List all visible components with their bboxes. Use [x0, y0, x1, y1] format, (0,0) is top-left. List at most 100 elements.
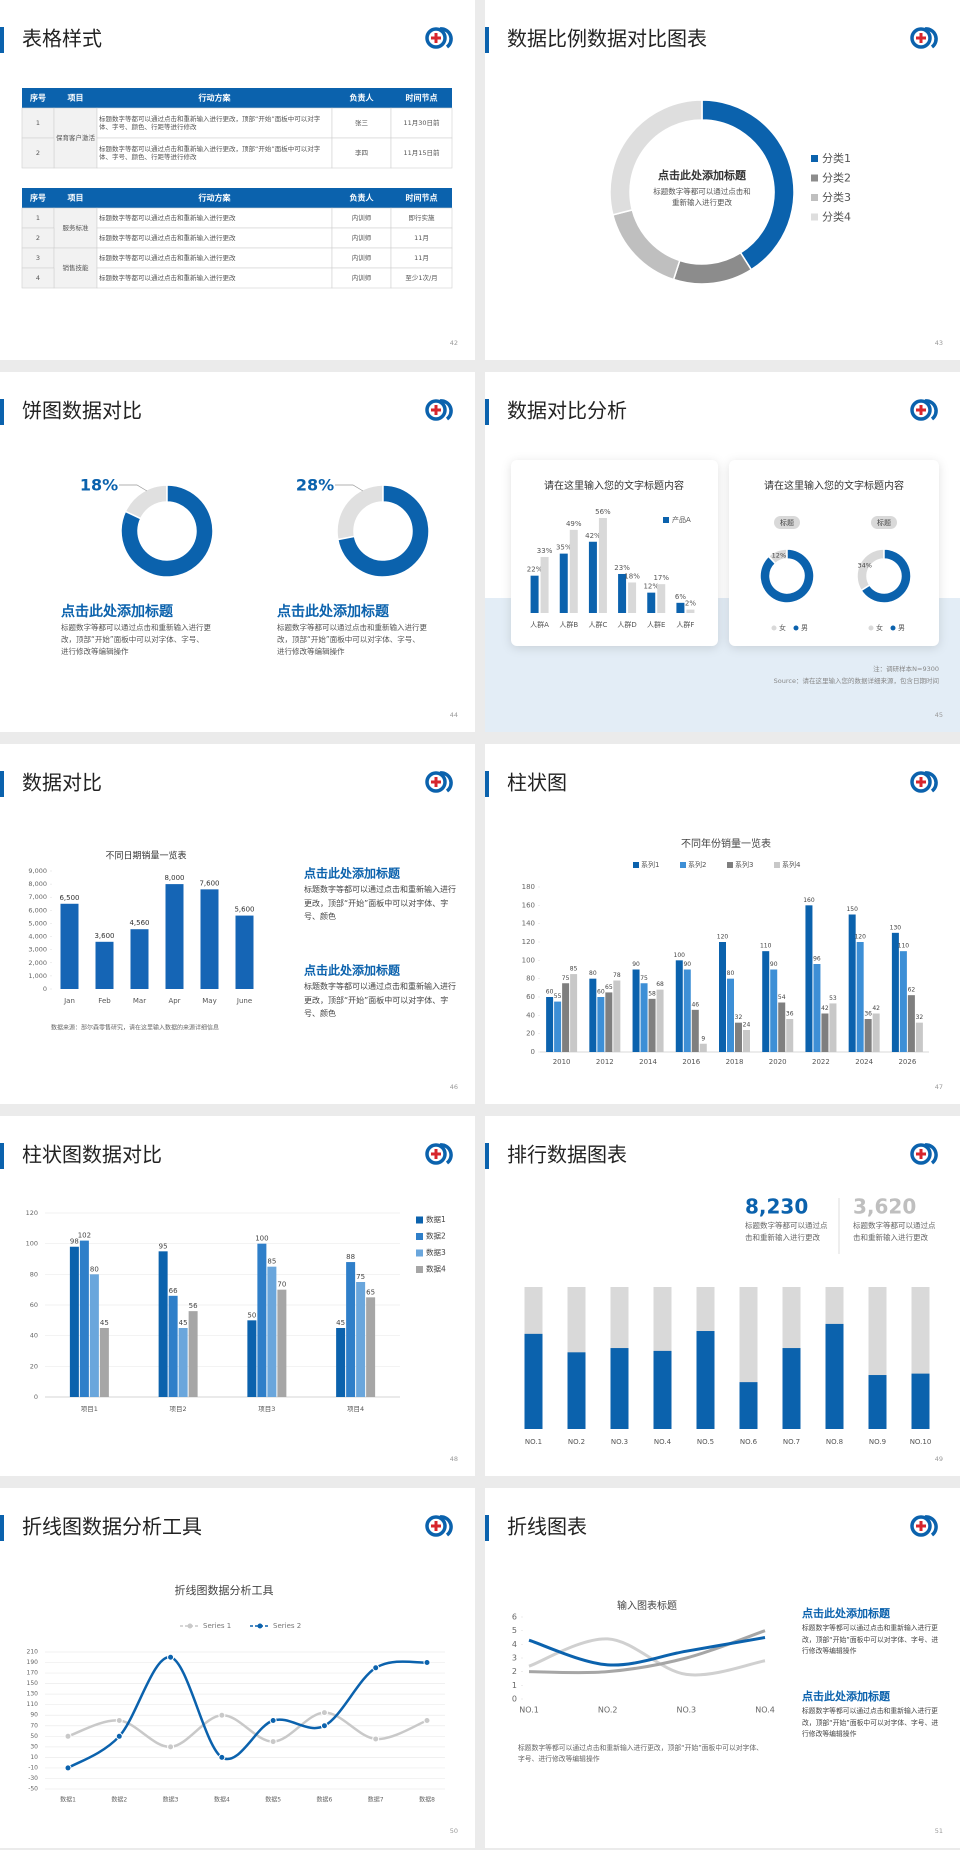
table-cell-text: 标题数字等都可以通过点击和重新输入进行更改，顶部“开始”面板中可以对字体、字号、… [99, 144, 321, 161]
value-label: 4,560 [129, 919, 149, 927]
block-text-box: 标题数字等都可以通过点击和重新输入进行更改，顶部“开始”面板中可以对字体、字号、… [802, 1707, 939, 1739]
table-cell-text-box: 标题数字等都可以通过点击和重新输入进行更改 [99, 234, 236, 242]
value-label: 95 [159, 1242, 168, 1250]
slide-title: 表格样式 [22, 27, 102, 51]
legend-label: 数据2 [426, 1231, 446, 1241]
value-label: 36 [864, 1011, 872, 1018]
value-label: 12% [643, 583, 659, 591]
x-tick-label: NO.5 [697, 1438, 714, 1446]
y-tick-label: -10 [28, 1764, 38, 1771]
table-cell-text-box: 即行实施 [409, 214, 435, 222]
value-label: 110 [898, 943, 910, 950]
bar [165, 884, 184, 989]
legend-label: 分类1 [822, 151, 851, 165]
logo-cross [916, 777, 926, 787]
table-cell-text: 内训师 [351, 213, 372, 222]
bar [911, 1373, 930, 1429]
table-cell-text-box: 内训师 [352, 274, 372, 282]
x-tick-label: 数据7 [368, 1796, 384, 1804]
legend-label: 分类3 [822, 190, 851, 204]
value-label: 160 [803, 897, 815, 904]
value-label: 9 [701, 1035, 705, 1042]
source: 数据来源：部尔森零售研究，请在这里输入数据的来源详细信息 [51, 1024, 219, 1032]
bar [69, 1246, 79, 1397]
stat-text-box: 标题数字等都可以通过点击和重新输入进行更改 [745, 1221, 828, 1242]
y-tick-label: 9,000 [28, 867, 47, 875]
legend-label: 系列2 [688, 860, 706, 869]
legend-swatch [416, 1266, 423, 1273]
bar [743, 1030, 750, 1052]
y-tick-label: 60 [526, 993, 535, 1001]
logo-tail [439, 771, 453, 793]
value-label: 62 [908, 987, 916, 994]
value-label: 65 [366, 1288, 375, 1296]
donut-text-box: 标题数字等都可以通过点击和重新输入进行更改，顶部“开始”面板中可以对字体、字号、… [277, 623, 427, 656]
y-tick-label: 90 [30, 1712, 38, 1719]
value-label: 45 [179, 1319, 188, 1327]
table-cell-text: 1 [35, 118, 41, 127]
value-label: 23% [614, 564, 630, 572]
legend-swatch [811, 194, 818, 201]
chart-title: 不同日期销量一览表 [105, 850, 186, 862]
x-tick-label: NO.3 [677, 1706, 697, 1715]
y-tick-label: 2,000 [28, 959, 47, 967]
x-tick-label: Jan [63, 997, 75, 1005]
leader-line [335, 484, 364, 492]
legend-label: 系列3 [735, 860, 753, 869]
line-series [528, 1636, 766, 1667]
donut-text: 标题数字等都可以通过点击和重新输入进行更改，顶部“开始”面板中可以对字体、字号、… [277, 623, 427, 656]
x-tick-label: 数据5 [265, 1796, 281, 1804]
bar [864, 1019, 872, 1052]
line-point [218, 1711, 226, 1719]
table-cell-text-box: 2 [36, 149, 40, 157]
value-label: 35% [556, 544, 572, 552]
x-tick-label: 项目2 [170, 1405, 187, 1413]
bar [546, 997, 554, 1052]
x-tick-label: 2016 [682, 1058, 700, 1066]
slide: 折线图数据分析工具 50 折线图数据分析工具 Series 1 Series 2 -50 -… [0, 1488, 475, 1848]
bar [786, 1019, 794, 1052]
y-tick-label: 110 [27, 1701, 39, 1708]
bar [647, 592, 656, 613]
bar [907, 995, 915, 1052]
table-cell-text: 至少1次/月 [405, 273, 438, 282]
table-cell-text-box: 4 [35, 273, 41, 282]
y-tick-label: 190 [27, 1659, 39, 1666]
bar [267, 1266, 277, 1397]
table-cell-text: 4 [35, 273, 41, 282]
bar [588, 541, 597, 613]
table-cell-text: 标题数字等都可以通过点击和重新输入进行更改，顶部“开始”面板中可以对字体、字号、… [99, 114, 321, 131]
stat-text: 标题数字等都可以通过点击和重新输入进行更改 [853, 1221, 936, 1242]
table-cell-text: 1 [35, 213, 41, 222]
table-cell-text-box: 11月30日前 [403, 119, 439, 127]
block-text: 标题数字等都可以通过点击和重新输入进行更改，顶部“开始”面板中可以对字体、字号、… [802, 1707, 939, 1739]
y-tick-label: 0 [43, 985, 47, 993]
value-label: 56% [595, 508, 611, 516]
y-tick-label: 180 [522, 883, 535, 891]
slide-title: 数据比例数据对比图表 [507, 27, 707, 51]
bar [99, 1328, 109, 1397]
donut-text-box: 标题数字等都可以通过点击和重新输入进行更改，顶部“开始”面板中可以对字体、字号、… [61, 623, 211, 656]
bar [257, 1243, 267, 1397]
y-tick-label: 1,000 [28, 972, 47, 980]
table-cell [53, 247, 98, 289]
donut-slice [336, 484, 430, 578]
value-label: 100 [674, 952, 686, 959]
bar [569, 529, 578, 613]
x-tick-label: NO.1 [519, 1706, 539, 1715]
table-cell [96, 107, 333, 139]
x-tick-label: NO.7 [783, 1438, 800, 1446]
bar [676, 602, 685, 613]
bar [605, 992, 613, 1052]
title-accent [485, 27, 489, 53]
legend-swatch [416, 1249, 423, 1257]
y-tick-label: 30 [30, 1743, 38, 1750]
logo-cross [431, 1521, 441, 1531]
bar [657, 584, 666, 613]
x-tick-label: 人群D [617, 620, 636, 629]
y-tick-label: -30 [28, 1775, 38, 1782]
slide-title: 排行数据图表 [507, 1143, 627, 1167]
value-label: 110 [760, 943, 772, 950]
value-label: 33% [537, 547, 553, 555]
